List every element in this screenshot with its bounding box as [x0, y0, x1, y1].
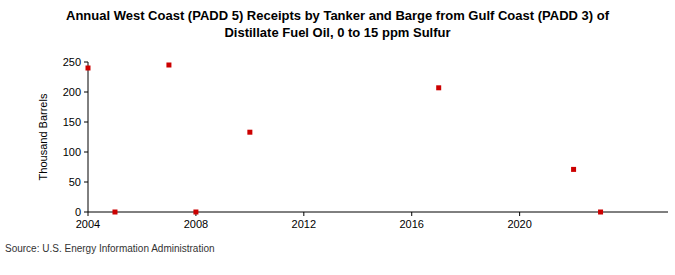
x-tick-label: 2012 — [292, 218, 316, 230]
y-axis — [88, 62, 89, 212]
y-tick — [84, 122, 88, 123]
point — [247, 130, 252, 135]
x-tick-label: 2004 — [76, 218, 100, 230]
y-tick-label: 100 — [63, 146, 81, 158]
y-tick — [84, 212, 88, 213]
points — [86, 63, 604, 215]
x-tick — [411, 212, 412, 216]
point — [112, 210, 117, 215]
point — [193, 210, 198, 215]
y-tick-label: 50 — [69, 176, 81, 188]
x-tick — [519, 212, 520, 216]
point — [166, 63, 171, 68]
y-tick-label: 200 — [63, 86, 81, 98]
chart: Annual West Coast (PADD 5) Receipts by T… — [0, 0, 675, 275]
x-axis — [88, 212, 668, 213]
x-tick — [303, 212, 304, 216]
point — [598, 210, 603, 215]
point — [571, 167, 576, 172]
x-tick-label: 2020 — [507, 218, 531, 230]
y-tick — [84, 152, 88, 153]
x-tick — [88, 212, 89, 216]
title: Annual West Coast (PADD 5) Receipts by T… — [66, 8, 610, 40]
y-tick — [84, 182, 88, 183]
y-tick-label: 250 — [63, 56, 81, 68]
point — [86, 66, 91, 71]
y-tick — [84, 62, 88, 63]
x-tick-label: 2008 — [184, 218, 208, 230]
y-axis-label: Thousand Barrels — [37, 93, 49, 180]
source: Source: U.S. Energy Information Administ… — [5, 243, 215, 254]
point — [436, 85, 441, 90]
y-tick — [84, 92, 88, 93]
y-tick-label: 0 — [75, 206, 81, 218]
x-tick-label: 2016 — [399, 218, 423, 230]
y-tick-label: 150 — [63, 116, 81, 128]
